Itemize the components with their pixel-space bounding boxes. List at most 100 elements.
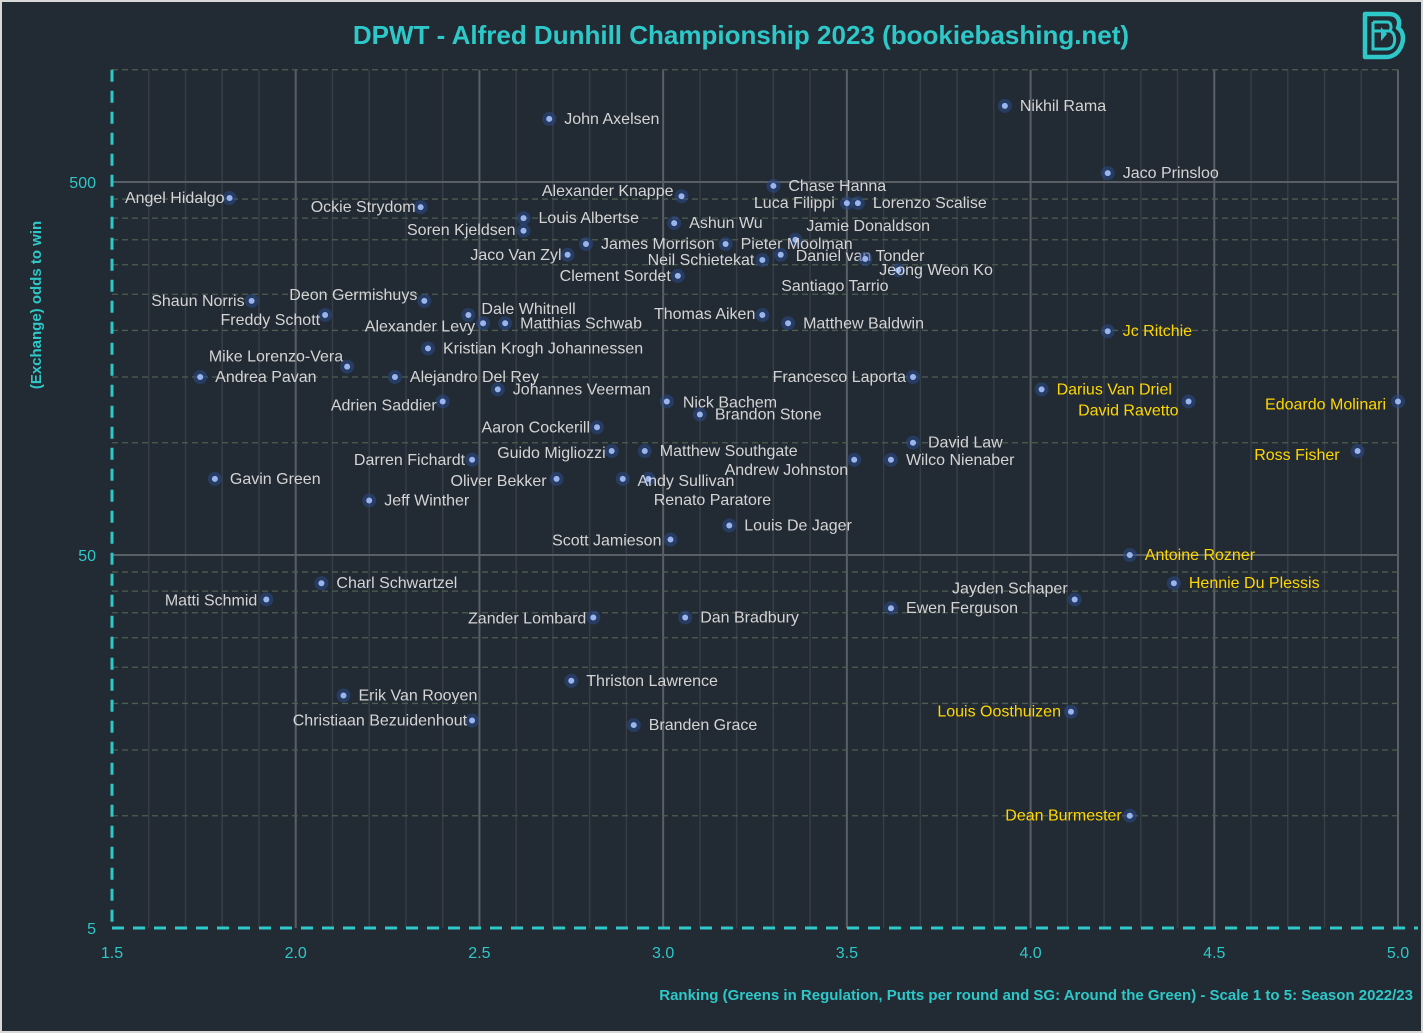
x-tick-label: 1.5 (101, 945, 123, 962)
data-point (318, 580, 325, 587)
data-point-label: Mike Lorenzo-Vera (209, 349, 343, 366)
data-point-label: Jaco Van Zyl (470, 247, 561, 264)
data-point (553, 475, 560, 482)
data-point-label: Scott Jamieson (552, 533, 661, 550)
data-point (678, 193, 685, 200)
data-point (759, 311, 766, 318)
data-point-label: Deon Germishuys (289, 287, 417, 304)
data-point (344, 363, 351, 370)
data-point-label: David Law (928, 435, 1003, 452)
data-point (1126, 552, 1133, 558)
data-point-label: Brandon Stone (715, 407, 822, 424)
data-point-label: Hennie Du Plessis (1189, 575, 1320, 592)
data-point (667, 536, 674, 543)
data-point (439, 398, 446, 405)
data-point (726, 522, 733, 529)
data-point (792, 236, 799, 243)
data-point (887, 605, 894, 612)
data-point (608, 448, 615, 455)
data-point-label: Matti Schmid (165, 592, 257, 609)
data-point-label: Luca Filippi (754, 195, 835, 212)
data-point-label: Louis Oosthuizen (937, 704, 1061, 721)
data-point-label: Adrien Saddier (331, 397, 438, 414)
data-point-label: Jayden Schaper (952, 580, 1068, 597)
x-tick-label: 5.0 (1387, 945, 1409, 962)
data-point (594, 424, 601, 431)
data-point-label: Ockie Strydom (311, 199, 416, 216)
x-axis-label: Ranking (Greens in Regulation, Putts per… (659, 987, 1413, 1004)
data-point-label: Darren Fichardt (354, 452, 466, 469)
data-point-label: Edoardo Molinari (1265, 396, 1386, 413)
data-point (1038, 386, 1045, 393)
data-point (469, 717, 476, 724)
data-point (226, 194, 233, 201)
y-axis-label: (Exchange) odds to win (28, 220, 45, 390)
data-point (469, 456, 476, 463)
data-point-label: Soren Kjeldsen (407, 222, 516, 239)
data-point-label: Charl Schwartzel (336, 575, 457, 592)
data-point-label: Thriston Lawrence (586, 673, 718, 690)
data-point-label: Nick Bachem (683, 394, 777, 411)
data-point (645, 475, 652, 482)
data-point (502, 320, 509, 327)
data-point-label: Kristian Krogh Johannessen (443, 340, 643, 357)
data-point-label: Francesco Laporta (773, 369, 907, 386)
data-point (480, 320, 487, 327)
data-point (424, 345, 431, 352)
data-point (564, 251, 571, 258)
data-point (520, 215, 527, 222)
data-point-label: Dean Burmester (1005, 808, 1122, 825)
data-point-label: Shaun Norris (151, 293, 244, 310)
data-point-label: Lorenzo Scalise (873, 195, 987, 212)
chart-title: DPWT - Alfred Dunhill Championship 2023 … (352, 20, 1130, 50)
data-point-label: Guido Migliozzi (497, 445, 605, 462)
data-point-label: James Morrison (601, 236, 715, 253)
data-point-label: Alexander Knappe (542, 183, 674, 200)
data-point (391, 374, 398, 381)
data-point-label: Dale Whitnell (481, 301, 575, 318)
data-point (1170, 580, 1177, 587)
data-point (843, 200, 850, 207)
data-point (1395, 398, 1401, 405)
data-point-label: Matthew Southgate (660, 443, 798, 460)
data-point (582, 240, 589, 247)
data-point-label: Alejandro Del Rey (410, 369, 539, 386)
y-tick-label: 5 (87, 921, 96, 938)
data-point-label: Christiaan Bezuidenhout (293, 712, 468, 729)
data-point (777, 251, 784, 258)
data-point-label: Johannes Veerman (513, 381, 651, 398)
data-point (1104, 170, 1111, 177)
data-point-label: Ross Fisher (1254, 447, 1340, 464)
data-point-label: Wilco Nienaber (906, 452, 1015, 469)
x-tick-label: 3.5 (836, 945, 858, 962)
data-point (421, 297, 428, 304)
data-point-label: Branden Grace (649, 717, 758, 734)
data-point (520, 227, 527, 234)
data-point (630, 722, 637, 729)
data-point (682, 614, 689, 621)
data-point (1067, 708, 1074, 715)
data-point (465, 311, 472, 318)
data-point-label: Andrew Johnston (725, 462, 849, 479)
data-point-label: Nikhil Rama (1020, 98, 1106, 115)
data-point-label: Andrea Pavan (215, 369, 316, 386)
data-point-label: Zander Lombard (468, 610, 586, 627)
data-point-label: Jaco Prinsloo (1123, 165, 1219, 182)
data-point (785, 320, 792, 327)
data-point-label: Aaron Cockerill (482, 419, 590, 436)
data-point (197, 374, 204, 381)
data-point (851, 456, 858, 463)
data-point-label: Pieter Moolman (741, 236, 853, 253)
data-point-label: Gavin Green (230, 471, 321, 488)
x-tick-label: 2.5 (468, 945, 490, 962)
data-point (674, 272, 681, 279)
data-point (211, 475, 218, 482)
data-point-label: Jeff Winther (384, 492, 470, 509)
data-point (663, 398, 670, 405)
data-point-label: Renato Paratore (654, 492, 772, 509)
data-point (770, 182, 777, 189)
data-point-label: Matthias Schwab (520, 315, 642, 332)
x-tick-label: 3.0 (652, 945, 674, 962)
data-point (568, 677, 575, 684)
